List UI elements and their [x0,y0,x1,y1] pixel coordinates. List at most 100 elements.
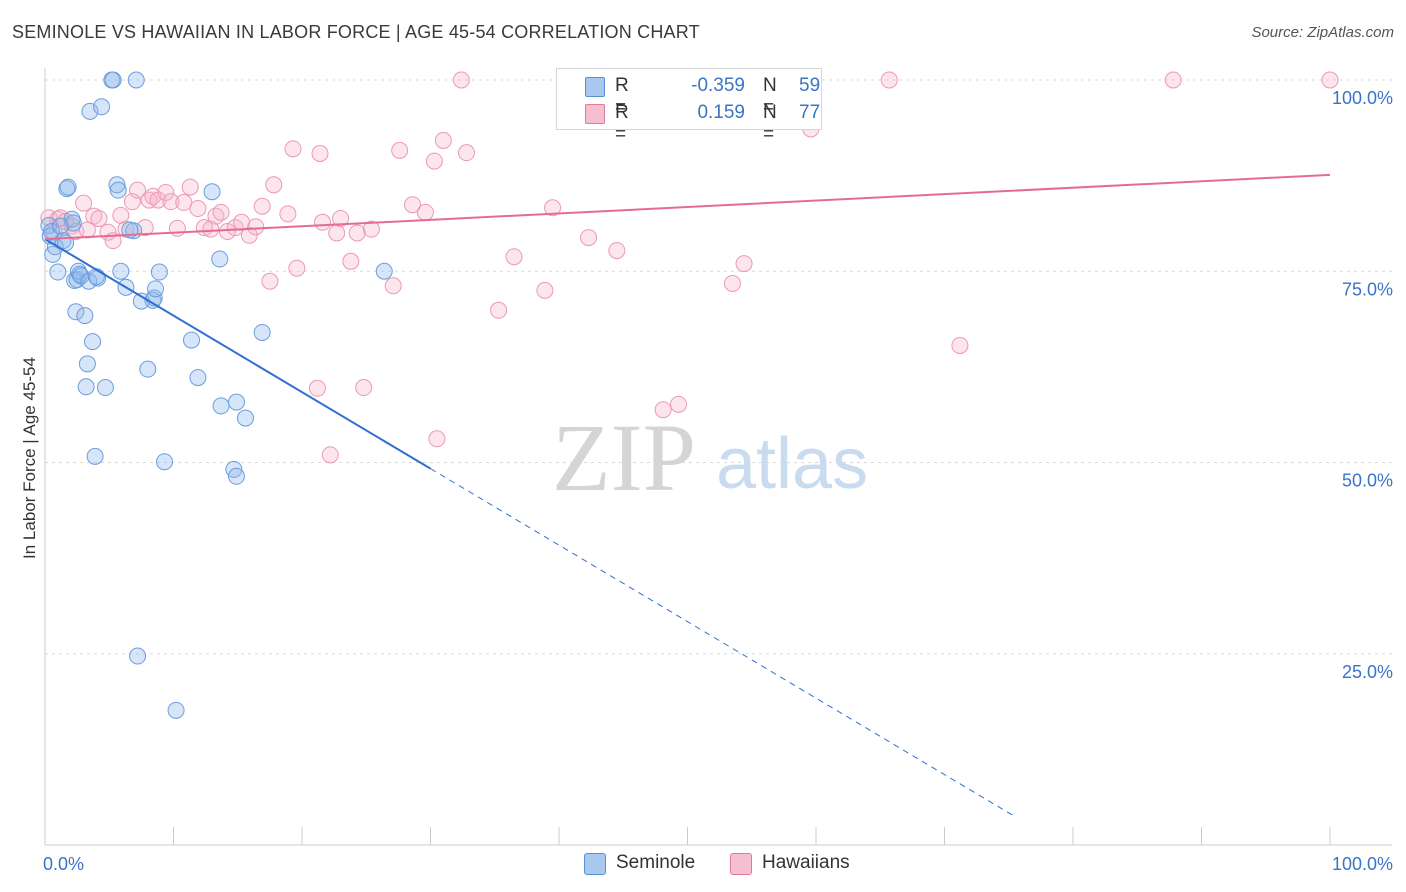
hawaiian-point [189,200,207,218]
hawaiian-point [434,131,452,149]
hawaiian-point [328,224,346,242]
hawaiian-point [391,141,409,159]
seminole-point [150,263,168,281]
bottom-legend-swatch-hawaiians [730,853,752,875]
seminole-point [87,268,105,286]
y-tick-label: 75.0% [1342,279,1393,299]
hawaiian-point [384,277,402,295]
seminole-point [93,98,111,116]
seminole-point [104,71,122,89]
hawaiian-point [348,224,366,242]
hawaiian-point [90,209,108,227]
seminole-point [147,280,165,298]
seminole-point [139,360,157,378]
hawaiian-point [175,193,193,211]
hawaiian-point [425,152,443,170]
gridlines [45,79,1392,655]
tick-labels: 25.0% 50.0% 75.0% 100.0% 0.0% 100.0% [43,88,1393,874]
x-tick-label: 0.0% [43,854,84,874]
seminole-point [212,397,230,415]
hawaiian-point [202,220,220,238]
hawaiian-point [580,229,598,247]
hawaiian-point [168,219,186,237]
seminole-point [54,232,72,250]
seminole-point [51,217,69,235]
hawaiian-point [735,255,753,273]
seminole-point [49,263,67,281]
hawaiian-point [247,218,265,236]
hawaiian-point [279,205,297,223]
hawaiian-point [181,178,199,196]
hawaiian-point [951,336,969,354]
seminole-point [59,178,77,196]
legend-n-label: N = [763,75,777,118]
seminole-point [78,355,96,373]
seminole-point [108,176,126,194]
seminole-point [127,71,145,89]
hawaiian-point [404,196,422,214]
watermark: ZIP atlas [552,404,868,511]
source-label: Source: ZipAtlas.com [1251,24,1394,41]
hawaiian-point [505,248,523,266]
legend-r-label: R = [615,102,629,145]
hawaiian-point [288,259,306,277]
hawaiian-point [670,395,688,413]
legend-r-value-seminole: -0.359 [691,75,745,96]
seminole-point [227,393,245,411]
trend-lines [44,173,1331,818]
hawaiian-point [880,71,898,89]
seminole-point [129,647,147,665]
hawaiian-point [723,274,741,292]
hawaiian-point [1321,71,1339,89]
hawaiian-point [129,181,147,199]
hawaiian-point [416,203,434,221]
bottom-legend-label-hawaiians: Hawaiians [762,852,850,873]
seminole-point [225,460,243,478]
hawaiian-point [253,197,271,215]
hawaiian-point [608,242,626,260]
hawaiian-point [265,176,283,194]
seminole-point [167,701,185,719]
hawaiian-point [240,226,258,244]
legend-n-value-hawaiians: 77 [799,102,821,123]
seminole-point [156,453,174,471]
hawaiian-point [162,193,180,211]
hawaiian-point [355,379,373,397]
seminole-trend-extension [430,468,1017,818]
watermark-zip: ZIP [552,404,696,511]
hawaiian-point [157,183,175,201]
axes [44,68,1392,846]
hawaiian-point [321,446,339,464]
hawaiian-point [218,222,236,240]
seminole-point [203,183,221,201]
seminole-point [182,331,200,349]
hawaiian-point [261,272,279,290]
seminole-point [227,467,245,485]
hawaiian-point [457,144,475,162]
hawaiian-point [428,430,446,448]
seminole-trend-line [44,238,432,470]
hawaiian-points [40,71,1339,464]
bottom-legend-label-seminole: Seminole [616,852,696,873]
hawaiian-point [342,252,360,270]
hawaiian-point [75,194,93,212]
bottom-legend-swatch-seminole [584,853,606,875]
hawaiian-point [1164,71,1182,89]
seminole-point [76,307,94,325]
legend-r-label: R = [615,75,629,118]
hawaiian-trend-line [44,173,1331,241]
legend-n-label: N = [763,102,777,145]
seminole-point [211,250,229,268]
seminole-point [375,262,393,280]
y-tick-label: 25.0% [1342,662,1393,682]
seminole-points [40,71,393,719]
seminole-point [86,447,104,465]
seminole-point [84,333,102,351]
seminole-point [236,409,254,427]
seminole-point [112,262,130,280]
seminole-point [189,369,207,387]
legend-n-value-seminole: 59 [799,75,821,96]
hawaiian-point [536,281,554,299]
seminole-point [77,378,95,396]
